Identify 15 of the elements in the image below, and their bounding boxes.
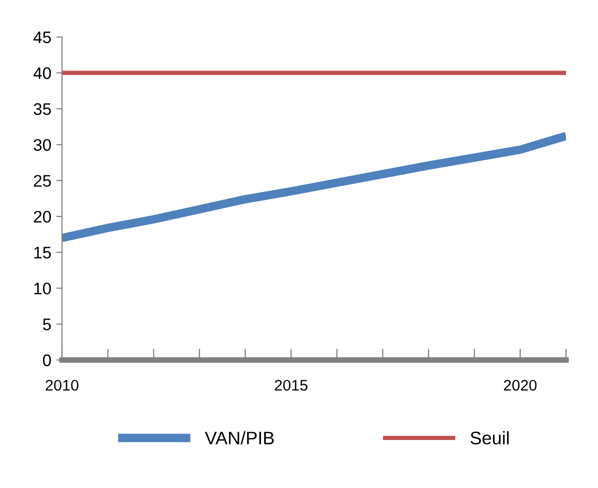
y-tick-label: 45 <box>33 32 51 44</box>
y-tick-label: 10 <box>34 282 51 294</box>
x-tick-label: 2010 <box>46 380 78 391</box>
y-tick-label: 5 <box>42 318 51 330</box>
y-tick-label: 40 <box>33 67 51 80</box>
y-tick-label: 0 <box>42 354 51 366</box>
legend-label: VAN/PIB <box>204 431 274 444</box>
legend-label: Seuil <box>470 431 509 444</box>
x-tick-label: 2020 <box>504 380 537 391</box>
y-tick-label: 30 <box>34 139 51 151</box>
y-tick-label: 15 <box>34 246 51 259</box>
y-tick-label: 35 <box>34 103 51 115</box>
y-tick-label: 25 <box>34 174 51 187</box>
x-tick-label: 2015 <box>274 380 308 391</box>
y-tick-label: 20 <box>34 210 51 223</box>
